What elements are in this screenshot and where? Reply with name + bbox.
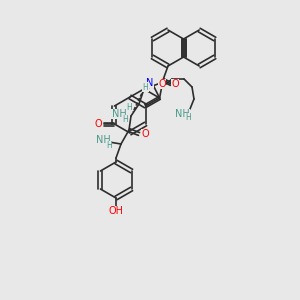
Text: OH: OH <box>109 206 124 216</box>
Text: O: O <box>171 79 179 89</box>
Text: H: H <box>185 113 191 122</box>
Text: O: O <box>141 129 149 139</box>
Text: N: N <box>146 78 153 88</box>
Text: H: H <box>122 116 128 124</box>
Text: NH: NH <box>175 109 189 119</box>
Text: NH: NH <box>96 135 110 145</box>
Text: H: H <box>106 142 112 151</box>
Text: O: O <box>158 79 166 89</box>
Text: O: O <box>94 119 102 129</box>
Text: NH: NH <box>112 109 126 119</box>
Text: H: H <box>126 103 132 112</box>
Text: H: H <box>143 82 148 91</box>
